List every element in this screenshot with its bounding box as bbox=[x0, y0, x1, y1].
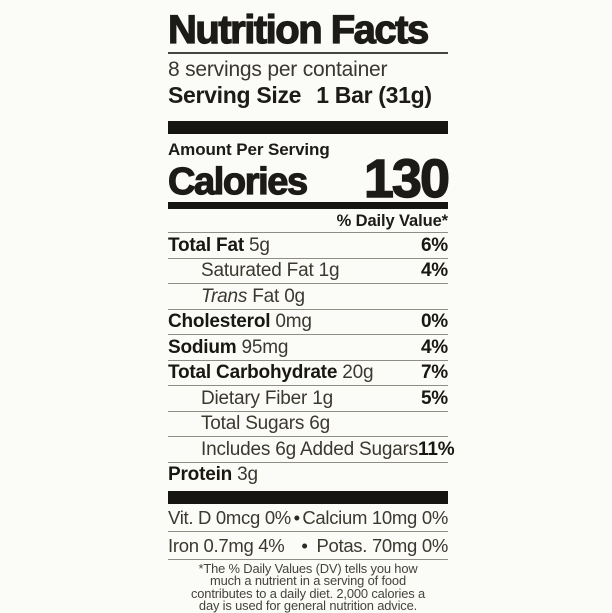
footnote-line: *The % Daily Values (DV) tells you how bbox=[198, 561, 418, 576]
nutrient-row: Saturated Fat 1g 4% bbox=[168, 257, 448, 284]
nutrient-name-italic: Trans bbox=[201, 285, 248, 307]
label-title: Nutrition Facts bbox=[167, 8, 429, 52]
nutrient-row: Sodium 95mg 4% bbox=[168, 334, 448, 360]
nutrient-row: Dietary Fiber 1g 5% bbox=[168, 385, 448, 411]
footnote-line: contributes to a daily diet. 2,000 calor… bbox=[190, 585, 426, 601]
nutrient-amount: 1g bbox=[313, 260, 340, 281]
title-divider bbox=[168, 52, 448, 54]
nutrient-row: Total Sugars 6g bbox=[168, 410, 448, 437]
nutrient-daily-value: 6% bbox=[420, 234, 448, 256]
amount-per-serving-label: Amount Per Serving bbox=[168, 140, 330, 159]
servings-per-container: 8 servings per container bbox=[168, 58, 388, 81]
footnote-line: much a nutrient in a serving of food bbox=[210, 573, 406, 589]
micronutrient-row: Iron 0.7mg 4% • Potas. 70mg 0% bbox=[168, 532, 448, 560]
nutrient-amount: 0g bbox=[279, 285, 305, 307]
calories-row: Calories 130 bbox=[167, 149, 451, 209]
daily-value-header: % Daily Value* bbox=[336, 212, 449, 230]
nutrient-name: Sodium bbox=[168, 336, 237, 358]
nutrient-row: Trans Fat 0g bbox=[168, 283, 448, 309]
footnote-line: day is used for general nutrition advice… bbox=[198, 598, 418, 613]
section-bar-calories bbox=[168, 202, 448, 209]
nutrient-daily-value: 0% bbox=[420, 311, 448, 332]
micronutrient-right-value: Potas. 70mg 0% bbox=[316, 535, 448, 556]
nutrient-daily-value: 11% bbox=[418, 438, 455, 460]
bullet-separator: • bbox=[293, 507, 300, 528]
micronutrient-table: Vit. D 0mcg 0% • Calcium 10mg 0% Iron 0.7mg… bbox=[168, 504, 448, 560]
nutrient-row: Cholesterol 0mg 0% bbox=[168, 308, 448, 335]
nutrient-name: Total Fat bbox=[168, 234, 244, 256]
micronutrient-left-value: Iron 0.7mg 4% bbox=[168, 535, 285, 556]
serving-size-row: Serving Size 1 Bar (31g) bbox=[168, 82, 448, 108]
nutrient-row: Protein 3g bbox=[168, 461, 448, 488]
bullet-separator: • bbox=[301, 535, 308, 556]
nutrient-daily-value: 5% bbox=[420, 387, 448, 409]
section-bar-bottom bbox=[168, 491, 448, 504]
nutrient-name: Total Carbohydrate bbox=[168, 362, 338, 383]
nutrition-facts-label: Nutrition Facts 8 servings per container… bbox=[167, 0, 455, 613]
calories-label: Calories bbox=[167, 161, 308, 203]
nutrient-name: Includes 6g Added Sugars bbox=[201, 438, 419, 460]
nutrient-name: Saturated Fat bbox=[201, 260, 314, 281]
section-bar-top bbox=[168, 121, 448, 134]
nutrient-amount: 0mg bbox=[270, 311, 312, 332]
nutrient-amount: 5g bbox=[243, 234, 270, 256]
serving-size-label: Serving Size bbox=[168, 82, 302, 108]
nutrient-daily-value: 7% bbox=[420, 362, 448, 383]
nutrient-amount: 95mg bbox=[236, 336, 289, 358]
nutrient-row: Includes 6g Added Sugars 11% bbox=[168, 436, 455, 462]
calories-value: 130 bbox=[363, 149, 451, 209]
nutrient-name: Trans Fat bbox=[201, 285, 280, 307]
nutrient-name: Total Sugars bbox=[201, 413, 305, 434]
nutrient-amount: 1g bbox=[307, 387, 333, 409]
nutrient-row: Total Carbohydrate 20g 7% bbox=[168, 359, 448, 386]
micronutrient-row: Vit. D 0mcg 0% • Calcium 10mg 0% bbox=[168, 504, 448, 532]
micronutrient-left-value: Vit. D 0mcg 0% bbox=[168, 507, 291, 528]
nutrient-table: Total Fat 5g 6% Saturated Fat 1g 4% Trans Fa… bbox=[168, 232, 455, 488]
footnote: *The % Daily Values (DV) tells you how mu… bbox=[168, 561, 448, 613]
nutrient-amount: 6g bbox=[304, 413, 331, 434]
micronutrient-right-value: Calcium 10mg 0% bbox=[302, 507, 448, 528]
nutrient-name: Protein bbox=[168, 464, 233, 485]
nutrient-daily-value: 4% bbox=[420, 260, 448, 281]
nutrient-amount: 20g bbox=[337, 362, 374, 383]
nutrient-amount: 3g bbox=[232, 464, 258, 485]
nutrient-row: Total Fat 5g 6% bbox=[168, 232, 448, 258]
nutrient-name: Dietary Fiber bbox=[201, 387, 308, 409]
nutrient-daily-value: 4% bbox=[420, 336, 448, 358]
nutrient-name: Cholesterol bbox=[168, 311, 271, 332]
serving-size-value: 1 Bar (31g) bbox=[316, 82, 432, 108]
